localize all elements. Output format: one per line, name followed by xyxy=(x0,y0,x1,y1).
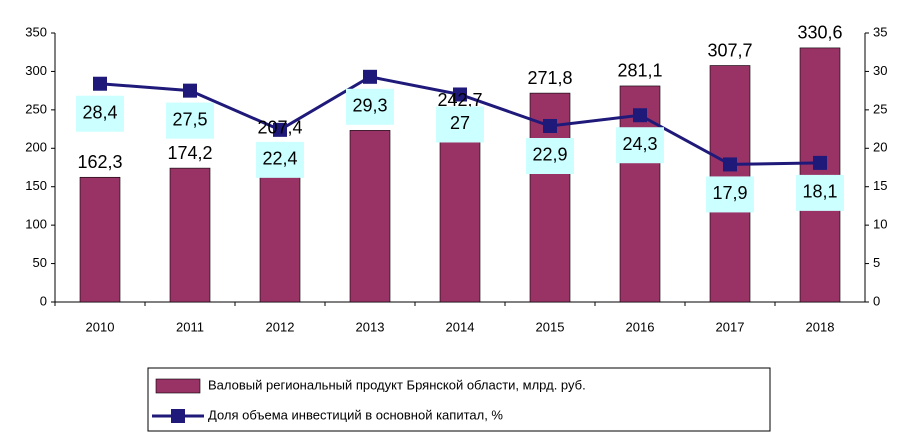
line-value-label: 22,4 xyxy=(262,149,297,169)
bar-value-label: 242,7 xyxy=(437,90,482,110)
bar-value-label: 307,7 xyxy=(707,40,752,60)
bar xyxy=(169,167,211,303)
line-label-box xyxy=(796,174,844,211)
line-value-label: 22,9 xyxy=(532,145,567,165)
legend-marker xyxy=(171,409,185,423)
y-tick-label: 0 xyxy=(40,293,47,308)
line-label-box xyxy=(436,106,484,143)
bar-value-label: 174,2 xyxy=(167,143,212,163)
line-label-box xyxy=(526,137,574,174)
y-tick-label: 200 xyxy=(25,140,47,155)
line-marker xyxy=(453,87,467,102)
bar xyxy=(439,115,481,303)
y2-tick-label: 10 xyxy=(873,217,887,232)
y2-tick-label: 35 xyxy=(873,24,887,39)
x-tick-label: 2010 xyxy=(86,319,115,334)
y2-tick-label: 5 xyxy=(873,255,880,270)
y2-tick-label: 25 xyxy=(873,101,887,116)
y-tick-label: 50 xyxy=(33,255,47,270)
line-marker xyxy=(363,69,377,84)
line-marker xyxy=(273,122,287,137)
bar-value-label: 207,4 xyxy=(257,117,302,137)
bar xyxy=(349,130,391,303)
line-label-box xyxy=(616,127,664,164)
y2-tick-label: 0 xyxy=(873,293,880,308)
x-tick-label: 2016 xyxy=(626,319,655,334)
line-value-label: 27 xyxy=(450,113,470,133)
line-marker xyxy=(93,76,107,91)
legend-label: Доля объема инвестиций в основной капита… xyxy=(208,407,503,422)
bar xyxy=(79,176,121,303)
line-marker xyxy=(633,108,647,123)
bar-value-label: 330,6 xyxy=(797,23,842,43)
legend-box xyxy=(147,367,771,432)
bar-value-label: 271,8 xyxy=(527,68,572,88)
x-tick-label: 2018 xyxy=(806,319,835,334)
line-label-box xyxy=(166,102,214,139)
x-tick-label: 2014 xyxy=(446,319,475,334)
x-tick-label: 2011 xyxy=(176,319,204,334)
line-value-label: 24,3 xyxy=(622,134,657,154)
y2-tick-label: 20 xyxy=(873,140,887,155)
line-label-box xyxy=(346,88,394,125)
line-value-label: 29,3 xyxy=(352,96,387,116)
y2-tick-label: 30 xyxy=(873,63,887,78)
y2-tick-label: 15 xyxy=(873,178,887,193)
line-label-box xyxy=(706,176,754,213)
line-marker xyxy=(183,83,197,98)
x-tick-label: 2013 xyxy=(356,319,385,334)
line-value-label: 18,1 xyxy=(802,182,837,202)
y-tick-label: 100 xyxy=(25,217,47,232)
y-tick-label: 250 xyxy=(25,101,47,116)
line-marker xyxy=(543,118,557,133)
line-label-box xyxy=(256,141,304,178)
legend-label: Валовый региональный продукт Брянской об… xyxy=(208,377,586,392)
y-tick-label: 350 xyxy=(25,24,47,39)
legend-swatch xyxy=(155,378,201,394)
bar-value-label: 162,3 xyxy=(77,152,122,172)
line-marker xyxy=(813,155,827,170)
line-label-box xyxy=(76,95,124,132)
bar-value-label: 281,1 xyxy=(617,61,662,81)
x-tick-label: 2015 xyxy=(536,319,565,334)
line-value-label: 17,9 xyxy=(712,183,747,203)
y-tick-label: 300 xyxy=(25,63,47,78)
x-tick-label: 2017 xyxy=(716,319,745,334)
x-tick-label: 2012 xyxy=(266,319,295,334)
line-value-label: 27,5 xyxy=(172,109,207,129)
line-value-label: 28,4 xyxy=(82,102,117,122)
y-tick-label: 150 xyxy=(25,178,47,193)
line-marker xyxy=(723,157,737,172)
